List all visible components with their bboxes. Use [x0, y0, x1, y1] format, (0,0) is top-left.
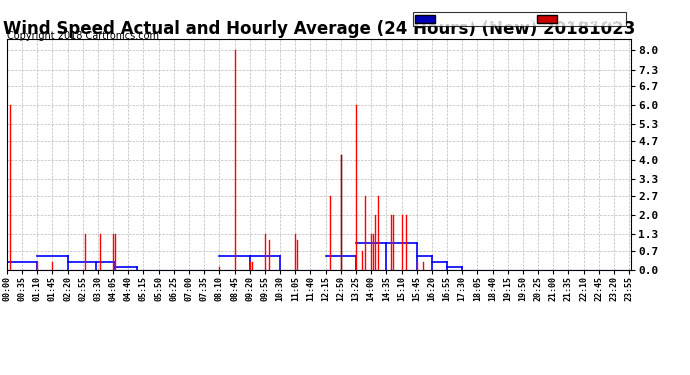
Legend: Hourly Avg (mph), Wind (mph): Hourly Avg (mph), Wind (mph): [413, 12, 627, 26]
Text: Copyright 2018 Cartronics.com: Copyright 2018 Cartronics.com: [7, 32, 159, 41]
Title: Wind Speed Actual and Hourly Average (24 Hours) (New) 20181023: Wind Speed Actual and Hourly Average (24…: [3, 20, 635, 38]
